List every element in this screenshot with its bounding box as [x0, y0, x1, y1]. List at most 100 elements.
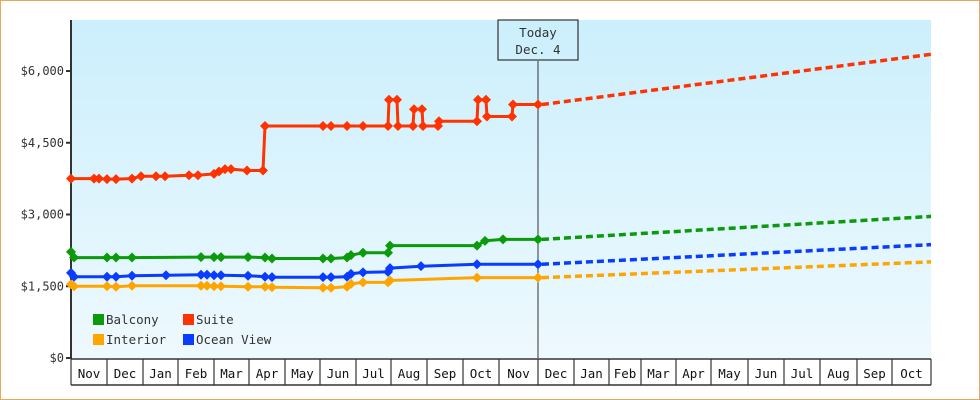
data-point-marker[interactable] [508, 99, 518, 110]
data-point-marker[interactable] [346, 268, 356, 279]
data-point-marker[interactable] [127, 173, 137, 184]
data-point-marker[interactable] [216, 270, 226, 281]
data-point-marker[interactable] [260, 271, 270, 282]
data-point-marker[interactable] [482, 111, 492, 122]
data-point-marker[interactable] [196, 252, 206, 263]
data-point-marker[interactable] [383, 121, 393, 132]
data-point-marker[interactable] [102, 252, 112, 263]
data-point-marker[interactable] [393, 121, 403, 132]
data-point-marker[interactable] [472, 272, 482, 283]
legend-item-balcony[interactable]: Balcony [93, 312, 159, 327]
data-point-marker[interactable] [102, 271, 112, 282]
data-point-marker[interactable] [243, 281, 253, 292]
data-point-marker[interactable] [385, 240, 395, 251]
data-point-marker[interactable] [111, 174, 121, 185]
data-point-marker[interactable] [326, 253, 336, 264]
data-point-marker[interactable] [472, 259, 482, 270]
data-point-marker[interactable] [385, 263, 395, 274]
plot-area [71, 20, 931, 358]
data-point-marker[interactable] [102, 174, 112, 185]
data-point-marker[interactable] [358, 121, 368, 132]
data-point-marker[interactable] [533, 259, 543, 270]
data-point-marker[interactable] [346, 278, 356, 289]
data-point-marker[interactable] [102, 281, 112, 292]
data-point-marker[interactable] [69, 281, 79, 292]
data-point-marker[interactable] [318, 282, 328, 293]
legend-item-ocean-view[interactable]: Ocean View [183, 332, 272, 347]
data-point-marker[interactable] [243, 270, 253, 281]
data-point-marker[interactable] [94, 173, 104, 184]
data-point-marker[interactable] [160, 171, 170, 182]
legend-item-suite[interactable]: Suite [183, 312, 234, 327]
data-point-marker[interactable] [196, 269, 206, 280]
data-point-marker[interactable] [69, 271, 79, 282]
data-point-marker[interactable] [267, 282, 277, 293]
data-point-marker[interactable] [498, 234, 508, 245]
data-point-marker[interactable] [66, 246, 76, 257]
data-point-marker[interactable] [202, 280, 212, 291]
data-point-marker[interactable] [417, 104, 427, 115]
data-point-marker[interactable] [533, 272, 543, 283]
data-point-marker[interactable] [358, 277, 368, 288]
data-point-marker[interactable] [472, 240, 482, 251]
data-point-marker[interactable] [318, 272, 328, 283]
data-point-marker[interactable] [326, 121, 336, 132]
data-point-marker[interactable] [202, 269, 212, 280]
data-point-marker[interactable] [127, 270, 137, 281]
data-point-marker[interactable] [326, 282, 336, 293]
data-point-marker[interactable] [220, 164, 230, 175]
data-point-marker[interactable] [409, 104, 419, 115]
data-point-marker[interactable] [260, 252, 270, 263]
data-point-marker[interactable] [111, 252, 121, 263]
data-point-marker[interactable] [481, 94, 491, 105]
data-point-marker[interactable] [418, 121, 428, 132]
data-point-marker[interactable] [533, 99, 543, 110]
data-point-marker[interactable] [66, 173, 76, 184]
data-point-marker[interactable] [226, 164, 236, 175]
data-point-marker[interactable] [111, 271, 121, 282]
data-point-marker[interactable] [209, 252, 219, 263]
data-point-marker[interactable] [258, 165, 268, 176]
data-point-marker[interactable] [127, 252, 137, 263]
data-point-marker[interactable] [69, 252, 79, 263]
data-point-marker[interactable] [216, 281, 226, 292]
data-point-marker[interactable] [342, 121, 352, 132]
data-point-marker[interactable] [243, 252, 253, 263]
data-point-marker[interactable] [346, 250, 356, 261]
data-point-marker[interactable] [384, 94, 394, 105]
data-point-marker[interactable] [260, 281, 270, 292]
data-point-marker[interactable] [408, 121, 418, 132]
data-point-marker[interactable] [127, 280, 137, 291]
data-point-marker[interactable] [216, 252, 226, 263]
data-point-marker[interactable] [434, 116, 444, 127]
data-point-marker[interactable] [151, 171, 161, 182]
data-point-marker[interactable] [267, 253, 277, 264]
data-point-marker[interactable] [318, 253, 328, 264]
data-point-marker[interactable] [480, 235, 490, 246]
data-point-marker[interactable] [161, 270, 171, 281]
data-point-marker[interactable] [193, 170, 203, 181]
data-point-marker[interactable] [326, 272, 336, 283]
data-point-marker[interactable] [358, 247, 368, 258]
data-point-marker[interactable] [242, 165, 252, 176]
data-point-marker[interactable] [507, 111, 517, 122]
data-point-marker[interactable] [416, 261, 426, 272]
data-point-marker[interactable] [472, 116, 482, 127]
data-point-marker[interactable] [136, 171, 146, 182]
data-point-marker[interactable] [196, 280, 206, 291]
data-point-marker[interactable] [318, 121, 328, 132]
data-point-marker[interactable] [533, 234, 543, 245]
data-point-marker[interactable] [184, 170, 194, 181]
data-point-marker[interactable] [392, 94, 402, 105]
legend-item-interior[interactable]: Interior [93, 332, 167, 347]
data-point-marker[interactable] [473, 94, 483, 105]
data-point-marker[interactable] [267, 272, 277, 283]
data-point-marker[interactable] [111, 281, 121, 292]
data-point-marker[interactable] [209, 270, 219, 281]
data-point-marker[interactable] [260, 121, 270, 132]
data-point-marker[interactable] [358, 267, 368, 278]
data-point-marker[interactable] [383, 247, 393, 258]
data-point-marker[interactable] [209, 281, 219, 292]
today-label: Today [519, 25, 557, 40]
data-point-marker[interactable] [385, 275, 395, 286]
